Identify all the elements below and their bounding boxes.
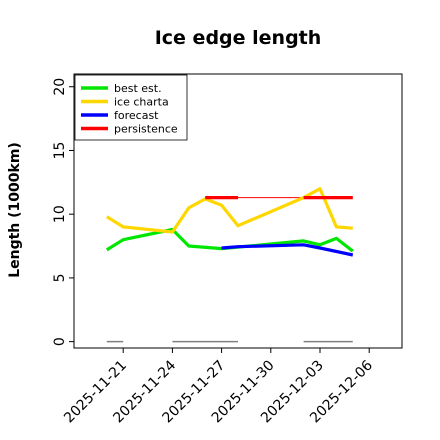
y-tick-label: 5 (52, 273, 68, 282)
series-line-ice-charta (105, 187, 353, 234)
series-line-forecast (221, 243, 354, 257)
x-axis: 2025-11-212025-11-242025-11-272025-11-30… (61, 348, 376, 426)
y-tick-label: 10 (52, 205, 68, 223)
legend-label: persistence (114, 123, 178, 136)
y-tick-label: 20 (52, 78, 68, 96)
y-axis-label: Length (1000km) (7, 142, 23, 278)
legend-label: forecast (114, 109, 159, 122)
y-axis: 0 5 10 15 20 (52, 78, 74, 346)
legend-label: ice charta (114, 96, 169, 109)
chart-title: Ice edge length (155, 27, 322, 49)
legend-label: best est. (114, 82, 162, 95)
plot-frame (73, 73, 403, 349)
y-tick-label: 0 (52, 337, 68, 346)
series-group (105, 187, 354, 257)
y-tick-label: 15 (52, 142, 68, 160)
series-line-best-est (105, 227, 354, 253)
